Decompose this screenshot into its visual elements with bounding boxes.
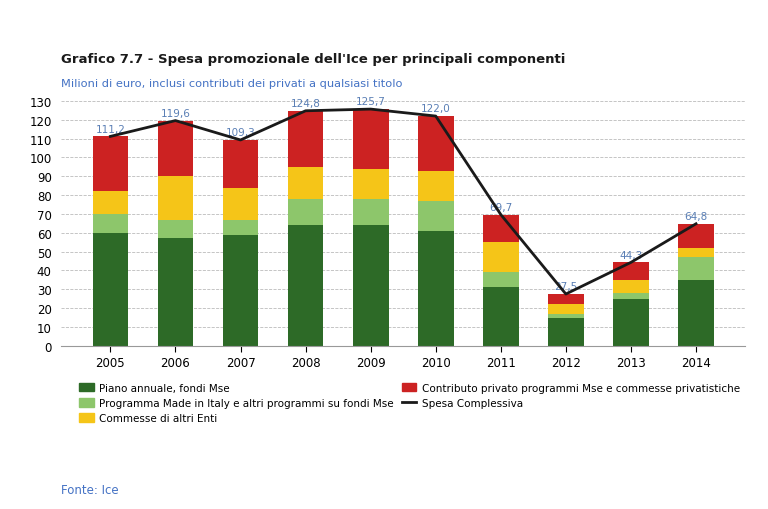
Text: 27,5: 27,5 (554, 281, 578, 292)
Bar (483, 243, 518, 273)
Bar (353, 200, 389, 226)
Bar (613, 299, 649, 346)
Bar (288, 200, 323, 226)
Bar (223, 188, 258, 220)
Bar (353, 169, 389, 200)
Bar (157, 121, 194, 177)
Bar (483, 288, 518, 346)
Bar (678, 224, 714, 248)
Text: Fonte: Ice: Fonte: Ice (61, 484, 119, 496)
Bar (92, 215, 128, 233)
Text: 109,3: 109,3 (226, 128, 256, 138)
Bar (483, 273, 518, 288)
Text: 119,6: 119,6 (161, 108, 190, 119)
Bar (92, 137, 128, 192)
Bar (548, 294, 584, 305)
Text: Grafico 7.7 - Spesa promozionale dell'Ice per principali componenti: Grafico 7.7 - Spesa promozionale dell'Ic… (61, 53, 566, 66)
Text: Milioni di euro, inclusi contributi dei privati a qualsiasi titolo: Milioni di euro, inclusi contributi dei … (61, 79, 403, 89)
Bar (678, 280, 714, 346)
Legend: Piano annuale, fondi Mse, Programma Made in Italy e altri programmi su fondi Mse: Piano annuale, fondi Mse, Programma Made… (79, 383, 740, 423)
Bar (288, 167, 323, 200)
Bar (288, 111, 323, 167)
Text: 44,3: 44,3 (619, 250, 643, 260)
Bar (157, 239, 194, 346)
Bar (92, 192, 128, 215)
Bar (418, 117, 454, 172)
Bar (288, 226, 323, 346)
Bar (548, 305, 584, 314)
Text: 125,7: 125,7 (356, 97, 386, 107)
Bar (613, 263, 649, 280)
Bar (223, 140, 258, 188)
Bar (223, 235, 258, 346)
Bar (418, 172, 454, 202)
Bar (613, 280, 649, 294)
Text: 122,0: 122,0 (421, 104, 451, 114)
Bar (418, 232, 454, 346)
Bar (157, 177, 194, 220)
Bar (223, 220, 258, 235)
Bar (157, 220, 194, 239)
Bar (483, 215, 518, 243)
Text: 69,7: 69,7 (489, 202, 512, 212)
Bar (548, 318, 584, 346)
Bar (678, 248, 714, 258)
Bar (548, 314, 584, 318)
Bar (353, 226, 389, 346)
Text: 111,2: 111,2 (95, 124, 125, 134)
Text: 124,8: 124,8 (290, 99, 320, 109)
Text: 64,8: 64,8 (684, 212, 707, 221)
Bar (353, 110, 389, 169)
Bar (613, 294, 649, 299)
Bar (678, 258, 714, 280)
Bar (92, 233, 128, 346)
Bar (418, 202, 454, 232)
